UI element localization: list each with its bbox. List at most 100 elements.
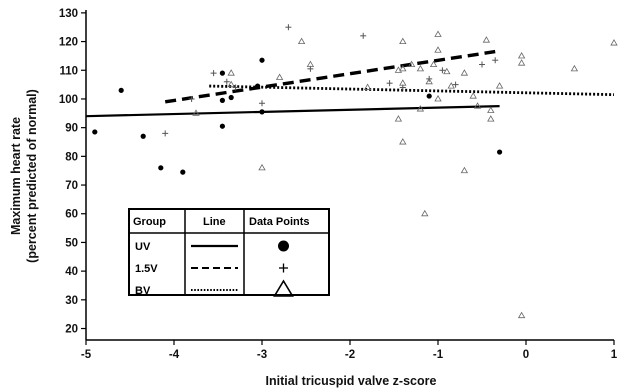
data-point-uv (158, 165, 164, 171)
y-axis-title-line-2: (percent predicted of normal) (25, 89, 39, 263)
data-point-15v (259, 100, 265, 107)
data-point-uv (219, 123, 225, 129)
legend-label: 1.5V (135, 263, 158, 275)
data-point-uv (497, 149, 503, 155)
data-point-bv (407, 60, 416, 68)
data-point-bv (363, 83, 372, 90)
data-point-uv (92, 129, 98, 135)
y-tick-label: 90 (65, 123, 78, 135)
y-tick-label: 80 (65, 151, 78, 163)
data-point-bv (421, 209, 429, 217)
y-tick-label: 40 (65, 266, 78, 278)
data-point-15v (285, 24, 292, 31)
data-point-bv (297, 37, 306, 45)
trend-line-uv (85, 105, 500, 118)
data-point-uv (219, 70, 225, 76)
data-point-bv (487, 106, 495, 113)
data-point-bv (610, 39, 618, 46)
x-tick-label: -5 (81, 349, 92, 361)
data-point-bv (429, 60, 438, 68)
data-point-bv (443, 67, 451, 75)
x-tick-label: 1 (611, 349, 618, 361)
x-tick-label: -2 (345, 349, 355, 361)
data-points (92, 24, 618, 319)
y-tick-label: 60 (65, 209, 78, 221)
data-point-bv (482, 36, 491, 43)
data-point-bv (399, 64, 407, 72)
data-point-bv (425, 77, 433, 85)
data-point-bv (473, 102, 482, 109)
y-tick-label: 120 (59, 37, 78, 49)
x-axis-title: Initial tricuspid valve z-score (266, 374, 437, 388)
data-point-15v (162, 130, 169, 137)
trend-lines (85, 49, 615, 118)
legend-label: UV (135, 241, 151, 253)
y-axis: 20 30 40 50 60 70 80 90 100 110 120 130 (59, 8, 86, 336)
data-point-bv (517, 59, 526, 66)
legend-marker-triangle (273, 279, 294, 297)
legend-header: Group (133, 216, 166, 228)
data-point-bv (306, 60, 315, 68)
y-axis-title-line-1: Maximum heart rate (9, 117, 23, 235)
y-axis-title: Maximum heart rate (percent predicted of… (9, 89, 39, 263)
data-point-bv (517, 51, 526, 59)
y-tick-label: 50 (65, 237, 78, 249)
legend-label: BV (135, 285, 151, 297)
data-point-15v (452, 81, 459, 88)
y-tick-label: 30 (65, 295, 78, 307)
data-point-15v (360, 32, 367, 39)
legend: Group Line Data Points UV 1.5V BV (128, 208, 330, 297)
data-point-bv (227, 69, 235, 76)
trend-line-15v (164, 49, 496, 104)
data-point-15v (386, 80, 393, 87)
data-point-uv (255, 83, 261, 89)
data-point-15v (210, 70, 217, 77)
legend-marker-dot (278, 240, 289, 252)
data-point-bv (469, 92, 477, 99)
data-point-bv (394, 66, 403, 73)
data-point-bv (570, 64, 579, 72)
y-tick-label: 130 (59, 8, 78, 20)
data-point-15v (223, 78, 230, 85)
trend-line-bv (209, 84, 615, 97)
legend-header: Data Points (249, 216, 310, 228)
y-tick-label: 20 (65, 324, 78, 336)
x-tick-label: -3 (257, 349, 267, 361)
legend-marker-plus (279, 263, 288, 273)
data-point-bv (399, 138, 407, 145)
data-point-bv (434, 95, 442, 102)
y-tick-label: 110 (59, 65, 78, 77)
data-point-bv (434, 30, 442, 37)
data-point-uv (118, 87, 124, 93)
y-tick-label: 100 (59, 94, 78, 106)
data-point-bv (487, 115, 495, 122)
data-point-bv (399, 37, 407, 45)
data-point-bv (460, 69, 469, 76)
data-point-bv (275, 73, 284, 80)
data-point-bv (495, 82, 504, 89)
data-point-bv (447, 82, 455, 89)
y-tick-label: 70 (65, 180, 78, 192)
data-point-uv (140, 133, 146, 139)
data-point-bv (517, 311, 526, 319)
data-point-uv (259, 109, 265, 115)
legend-header: Line (203, 216, 226, 228)
data-point-uv (426, 93, 432, 99)
data-point-15v (492, 57, 499, 64)
data-point-bv (394, 115, 403, 122)
data-point-15v (232, 84, 239, 91)
x-axis: -5 -4 -3 -2 -1 0 1 (81, 340, 618, 361)
data-point-bv (416, 105, 425, 112)
x-tick-label: -1 (433, 349, 444, 361)
data-point-uv (219, 97, 225, 103)
data-point-bv (192, 109, 200, 116)
data-point-15v (188, 95, 195, 102)
data-point-uv (259, 57, 265, 63)
data-point-bv (227, 80, 235, 88)
legend-box (128, 208, 330, 296)
data-point-bv (434, 46, 442, 53)
data-point-15v (439, 67, 446, 74)
data-point-bv (416, 64, 425, 72)
data-point-uv (180, 169, 186, 175)
